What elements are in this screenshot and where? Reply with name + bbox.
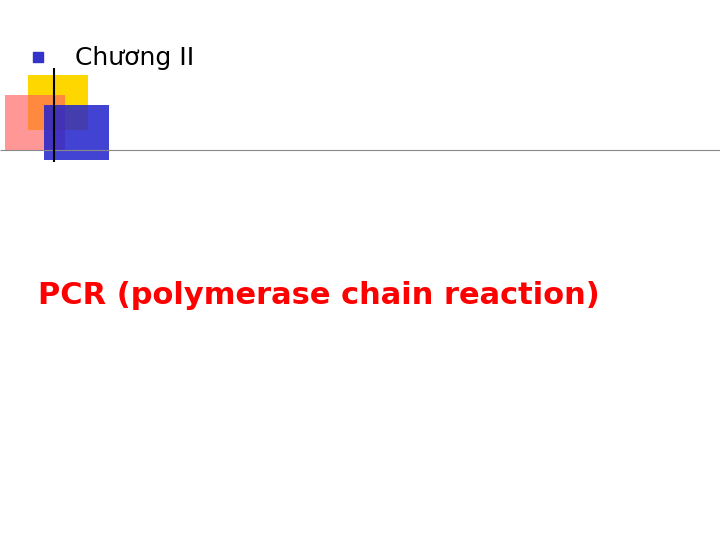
Bar bbox=[28, 75, 88, 130]
Point bbox=[32, 53, 44, 62]
Bar bbox=[5, 95, 65, 150]
Text: Chương II: Chương II bbox=[75, 46, 194, 70]
Bar bbox=[44, 105, 109, 160]
Text: PCR (polymerase chain reaction): PCR (polymerase chain reaction) bbox=[38, 280, 600, 309]
